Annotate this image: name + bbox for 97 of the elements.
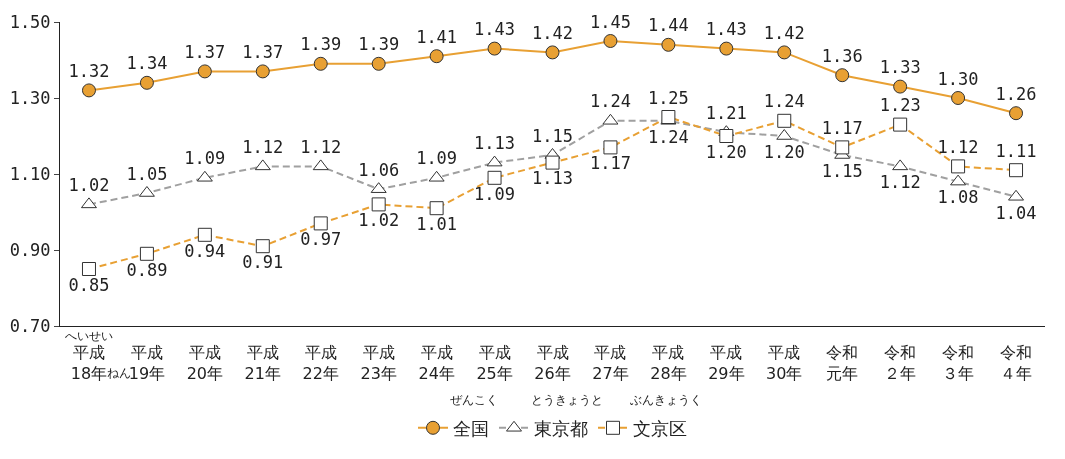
point: [313, 56, 328, 71]
data-label: 1.13: [474, 133, 516, 154]
x-tick-label: 平成30年: [766, 343, 803, 383]
data-label: 1.02: [68, 175, 110, 196]
data-label: 1.32: [68, 61, 110, 82]
data-label: 1.30: [937, 68, 979, 89]
data-label: 1.01: [416, 214, 458, 235]
point: [893, 79, 908, 94]
legend-label: 文京区: [633, 417, 687, 439]
legend-label: 東京都: [534, 417, 588, 439]
data-label: 1.12: [879, 172, 921, 193]
point: [1009, 106, 1024, 121]
data-label: 1.04: [995, 202, 1037, 223]
point: [255, 64, 270, 79]
point: [197, 64, 212, 79]
text: とうきょうと: [531, 393, 603, 407]
data-label: 0.94: [184, 240, 226, 261]
point: [603, 34, 618, 48]
data-label: 1.24: [647, 126, 689, 147]
data-label: 1.37: [184, 42, 226, 63]
data-label: 1.20: [763, 141, 805, 162]
data-label: 1.41: [416, 26, 458, 47]
data-label: 1.09: [184, 148, 226, 169]
y-tick-label: 1.50: [9, 11, 51, 32]
data-label: 1.25: [647, 87, 689, 108]
data-label: 0.89: [126, 259, 168, 280]
data-label: 1.12: [242, 137, 284, 158]
data-label: 0.85: [68, 274, 110, 295]
data-label: 1.23: [879, 95, 921, 116]
data-label: 1.24: [589, 91, 631, 112]
data-label: 1.12: [937, 137, 979, 158]
data-label: 1.13: [532, 168, 573, 189]
point: [835, 68, 850, 83]
x-tick-label: 平成26年: [534, 343, 571, 383]
data-label: 1.39: [300, 34, 342, 55]
x-tick-label: 平成24年: [418, 343, 455, 383]
y-tick-label: 1.30: [9, 87, 51, 108]
data-label: 1.44: [647, 15, 689, 36]
x-tick-label: 平成28年: [650, 343, 687, 383]
data-label: 1.42: [763, 23, 805, 44]
x-tick-label: 平成29年: [708, 343, 745, 383]
data-label: 1.26: [995, 83, 1037, 104]
data-label: 1.15: [532, 125, 573, 146]
point: [545, 45, 560, 60]
data-label: 0.91: [242, 252, 284, 273]
x-tick-label: 令和２年: [884, 343, 917, 383]
x-tick-label: 平成23年: [360, 343, 397, 383]
point: [777, 45, 792, 60]
x-tick-label: 令和元年: [826, 343, 859, 383]
x-tick-label: 平成21年: [244, 343, 281, 383]
x-tick-label: 平成27年: [592, 343, 629, 383]
x-tick-label: 平成25年: [476, 343, 513, 383]
text: ぜんこく: [450, 393, 498, 407]
data-label: 1.15: [821, 160, 863, 181]
data-label: 1.45: [589, 11, 631, 32]
point: [81, 83, 96, 98]
data-label: 1.43: [705, 19, 747, 40]
data-label: 1.17: [821, 118, 863, 139]
data-label: 0.97: [300, 229, 342, 250]
data-label: 1.17: [589, 153, 631, 174]
data-label: 1.09: [474, 183, 516, 204]
data-label: 1.11: [995, 140, 1037, 161]
x-tick-label: 平成20年: [186, 343, 224, 383]
point: [429, 49, 444, 64]
x-tick-label: 令和３年: [942, 343, 975, 383]
data-label: 1.42: [532, 23, 573, 44]
point: [371, 56, 386, 71]
x-tick-label: 令和４年: [1000, 343, 1033, 383]
data-label: 1.08: [937, 187, 979, 208]
point: [661, 37, 676, 52]
y-tick-label: 0.70: [9, 315, 51, 336]
y-tick-label: 0.90: [9, 239, 51, 260]
data-label: 1.24: [763, 91, 805, 112]
data-label: 1.02: [358, 210, 400, 231]
point: [951, 91, 966, 105]
x-tick-label: 平成18年: [70, 343, 108, 383]
data-label: 1.43: [474, 19, 516, 40]
point: [487, 41, 502, 56]
point: [719, 41, 734, 56]
data-label: 1.06: [358, 159, 400, 180]
text: へいせい: [65, 329, 113, 343]
legend-label: 全国: [453, 417, 489, 439]
x-tick-label: 平成22年: [302, 343, 339, 383]
text: ぶんきょうく: [630, 393, 702, 407]
data-label: 1.12: [300, 137, 342, 158]
y-tick-label: 1.10: [9, 163, 51, 184]
data-label: 1.09: [416, 148, 458, 169]
point: [139, 75, 154, 90]
data-label: 1.39: [358, 34, 400, 55]
text: ねん: [107, 366, 131, 380]
data-label: 1.33: [879, 57, 921, 78]
data-label: 1.05: [126, 163, 168, 184]
data-label: 1.21: [705, 102, 747, 123]
data-label: 1.20: [705, 141, 747, 162]
data-label: 1.37: [242, 42, 284, 63]
data-label: 1.34: [126, 53, 168, 74]
data-label: 1.36: [821, 45, 863, 66]
